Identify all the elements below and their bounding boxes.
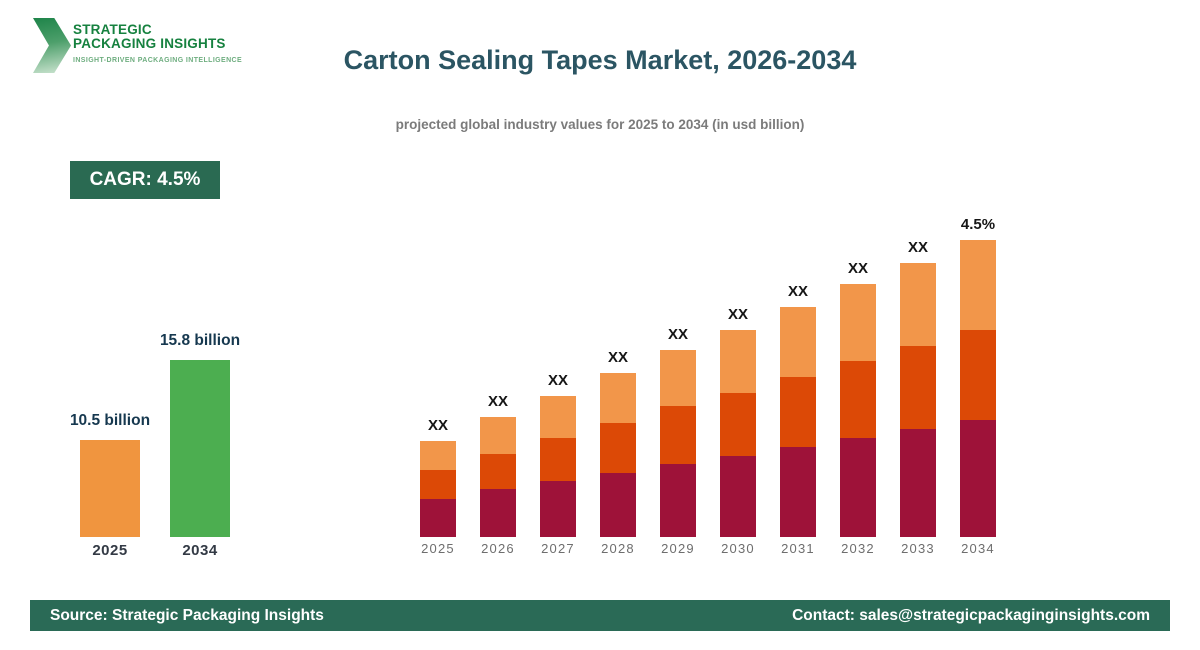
summary-chart: 10.5 billion 2025 15.8 billion 2034 <box>70 325 240 570</box>
stacked-bar-segment-segment-middle <box>840 361 876 438</box>
yearly-stacked-chart: XX 2025 XX 2026 XX 2027 XX 2028 XX 2029 XX 2030 XX 20… <box>418 205 998 567</box>
stacked-bar-segment-segment-middle <box>720 393 756 456</box>
stacked-bar-2029 <box>660 350 696 537</box>
footer-bar: Source: Strategic Packaging Insights Con… <box>30 600 1170 631</box>
stacked-bar-segment-segment-bottom <box>420 499 456 537</box>
stacked-bar-segment-segment-middle <box>900 346 936 429</box>
summary-bar-2034 <box>170 360 230 537</box>
bar-value-label: XX <box>667 326 688 343</box>
logo-name-line1: STRATEGIC <box>73 22 152 37</box>
bar-value-label: XX <box>607 349 628 366</box>
logo-text: STRATEGIC PACKAGING INSIGHTS INSIGHT-DRI… <box>73 15 243 65</box>
cagr-badge: CAGR: 4.5% <box>70 161 220 199</box>
stacked-bar-segment-segment-top <box>840 284 876 361</box>
logo-name-line2: PACKAGING INSIGHTS <box>73 36 226 51</box>
stacked-bar-segment-segment-top <box>540 396 576 438</box>
summary-value-label: 10.5 billion <box>69 412 151 429</box>
page-title: Carton Sealing Tapes Market, 2026-2034 <box>343 45 857 75</box>
logo: STRATEGIC PACKAGING INSIGHTS INSIGHT-DRI… <box>33 15 243 73</box>
stacked-bar-segment-segment-bottom <box>780 447 816 537</box>
bar-value-label: XX <box>907 239 928 256</box>
bar-value-label: XX <box>487 393 508 410</box>
bar-value-label: XX <box>427 417 448 434</box>
summary-year-label: 2034 <box>182 542 218 559</box>
stacked-bar-2026 <box>480 417 516 537</box>
bar-value-label: XX <box>727 306 748 323</box>
bar-year-label: 2028 <box>601 541 635 556</box>
stacked-bar-segment-segment-bottom <box>540 481 576 537</box>
stacked-bar-segment-segment-top <box>600 373 636 423</box>
bar-year-label: 2027 <box>541 541 575 556</box>
bar-value-label: XX <box>547 372 568 389</box>
bar-value-label: XX <box>787 283 808 300</box>
stacked-bar-segment-segment-top <box>960 240 996 330</box>
stacked-bar-segment-segment-bottom <box>660 464 696 537</box>
footer-contact: Contact: sales@strategicpackaginginsight… <box>792 606 1150 624</box>
stacked-bar-2031 <box>780 307 816 537</box>
stacked-bar-segment-segment-top <box>780 307 816 377</box>
stacked-bar-segment-segment-middle <box>600 423 636 473</box>
bar-value-label: XX <box>847 260 868 277</box>
stacked-bar-segment-segment-bottom <box>600 473 636 537</box>
stacked-bar-segment-segment-top <box>660 350 696 406</box>
logo-tagline: INSIGHT-DRIVEN PACKAGING INTELLIGENCE <box>73 57 243 64</box>
bar-year-label: 2032 <box>841 541 875 556</box>
stacked-bar-segment-segment-middle <box>780 377 816 447</box>
stacked-bar-segment-segment-bottom <box>720 456 756 537</box>
stacked-bar-segment-segment-bottom <box>900 429 936 537</box>
stacked-bar-segment-segment-middle <box>540 438 576 481</box>
stacked-bar-segment-segment-top <box>900 263 936 346</box>
bar-year-label: 2029 <box>661 541 695 556</box>
stacked-bar-2028 <box>600 373 636 537</box>
stacked-bar-2034 <box>960 240 996 537</box>
summary-bar-2025 <box>80 440 140 537</box>
stacked-bar-segment-segment-middle <box>480 454 516 489</box>
bar-year-label: 2033 <box>901 541 935 556</box>
bar-year-label: 2034 <box>961 541 995 556</box>
stacked-bar-segment-segment-top <box>480 417 516 454</box>
stacked-bar-segment-segment-middle <box>420 470 456 499</box>
bar-year-label: 2031 <box>781 541 815 556</box>
stacked-bar-2030 <box>720 330 756 537</box>
stacked-bar-2033 <box>900 263 936 537</box>
summary-value-label: 15.8 billion <box>159 332 241 349</box>
footer-source: Source: Strategic Packaging Insights <box>50 606 324 624</box>
stacked-bar-2032 <box>840 284 876 537</box>
stacked-bar-segment-segment-top <box>720 330 756 393</box>
stacked-bar-segment-segment-top <box>420 441 456 470</box>
stacked-bar-segment-segment-bottom <box>480 489 516 537</box>
stacked-bar-segment-segment-bottom <box>840 438 876 537</box>
stacked-bar-segment-segment-bottom <box>960 420 996 537</box>
summary-year-label: 2025 <box>92 542 128 559</box>
stacked-bar-segment-segment-middle <box>660 406 696 464</box>
bar-year-label: 2025 <box>421 541 455 556</box>
stacked-bar-segment-segment-middle <box>960 330 996 420</box>
page-subtitle: projected global industry values for 202… <box>395 117 805 132</box>
stacked-bar-2027 <box>540 396 576 537</box>
stacked-bar-2025 <box>420 441 456 537</box>
bar-value-label: 4.5% <box>960 216 996 233</box>
bar-year-label: 2030 <box>721 541 755 556</box>
bar-year-label: 2026 <box>481 541 515 556</box>
